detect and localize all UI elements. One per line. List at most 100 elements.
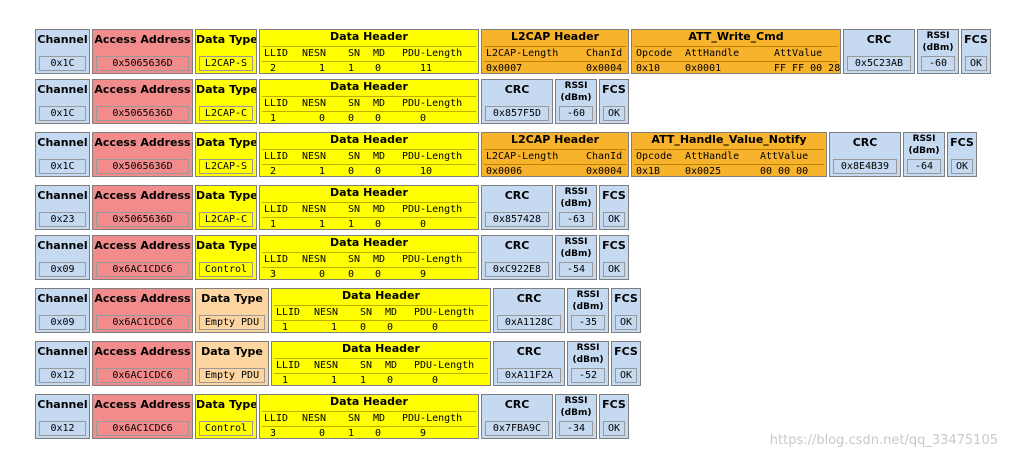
data-header-cell-field-values: 1 1 1 0 0 xyxy=(274,373,488,386)
data-header-cell-title: Data Header xyxy=(330,236,408,249)
l2cap-field-labels: L2CAP-Length ChanId xyxy=(484,46,626,60)
data-type-cell: Data Type Empty PDU xyxy=(195,341,269,386)
data-header-cell-value-pdu: 10 xyxy=(420,166,433,177)
data-type-cell: Data Type L2CAP-C xyxy=(195,185,257,230)
rssi-cell-value: -34 xyxy=(559,421,593,436)
data-type-cell: Data Type Control xyxy=(195,394,257,439)
data-type-cell-value: Control xyxy=(199,421,253,436)
data-header-cell-label-llid: LLID xyxy=(264,98,289,109)
access-address-cell: Access Address 0x5065636D xyxy=(92,185,193,230)
data-type-cell-label: Data Type xyxy=(196,83,257,96)
data-header-cell-label-sn: SN xyxy=(360,307,373,318)
crc-cell: CRC 0x857F5D xyxy=(481,79,553,124)
data-header-cell-label-nesn: NESN xyxy=(314,360,339,371)
fcs-cell-value: OK xyxy=(603,106,625,121)
fcs-cell-value: OK xyxy=(615,368,637,383)
crc-cell-value: 0x5C23AB xyxy=(847,56,911,71)
att-cell: ATT_Handle_Value_Notify Opcode AttHandle At… xyxy=(631,132,827,177)
rssi-cell-label-line2: (dBm) xyxy=(560,199,592,209)
data-header-cell: Data Header LLID NESN SN MD PDU-Length 1 1 1 0 0 xyxy=(271,341,491,386)
data-header-cell-value-llid: 1 xyxy=(282,322,289,333)
channel-cell: Channel 0x1C xyxy=(35,29,90,74)
data-type-cell-value: L2CAP-C xyxy=(199,212,253,227)
att-value-1: 0x0025 xyxy=(685,166,722,177)
access-address-cell-label: Access Address xyxy=(94,292,191,305)
data-header-cell-field-labels: LLID NESN SN MD PDU-Length xyxy=(262,149,476,163)
data-header-cell: Data Header LLID NESN SN MD PDU-Length 1 0 0 0 0 xyxy=(259,79,479,124)
data-type-cell-label: Data Type xyxy=(196,239,257,252)
data-header-cell-field-labels: LLID NESN SN MD PDU-Length xyxy=(262,411,476,425)
packet-row: Channel 0x09 Access Address 0x6AC1CDC6 Data … xyxy=(0,288,1010,335)
crc-cell: CRC 0x8E4B39 xyxy=(829,132,901,177)
l2cap-label-1: ChanId xyxy=(586,151,623,162)
data-header-cell-value-llid: 1 xyxy=(270,219,277,230)
fcs-cell: FCS OK xyxy=(961,29,991,74)
fcs-cell-value: OK xyxy=(603,212,625,227)
access-address-cell-label: Access Address xyxy=(94,189,191,202)
data-header-cell-field-values: 1 0 0 0 0 xyxy=(262,111,476,124)
att-value-2: FF FF 00 28 xyxy=(774,63,841,74)
access-address-cell-value: 0x6AC1CDC6 xyxy=(96,315,189,330)
fcs-cell-value: OK xyxy=(603,421,625,436)
data-header-cell-label-pdu: PDU-Length xyxy=(402,413,463,424)
crc-cell-value: 0xA11F2A xyxy=(497,368,561,383)
data-header-cell-label-md: MD xyxy=(373,48,386,59)
access-address-cell-label: Access Address xyxy=(94,33,191,46)
packet-row: Channel 0x12 Access Address 0x6AC1CDC6 Data … xyxy=(0,341,1010,388)
data-header-cell-value-pdu: 9 xyxy=(420,269,427,280)
data-header-cell-value-pdu: 0 xyxy=(420,219,427,230)
data-header-cell-value-llid: 3 xyxy=(270,428,277,439)
fcs-cell: FCS OK xyxy=(611,341,641,386)
data-type-cell: Data Type Empty PDU xyxy=(195,288,269,333)
data-header-cell: Data Header LLID NESN SN MD PDU-Length 2 1 1 0 11 xyxy=(259,29,479,74)
data-header-cell-field-values: 1 1 0 0 0 xyxy=(274,320,488,333)
data-header-cell-value-sn: 0 xyxy=(348,113,355,124)
rssi-cell-label: RSSI (dBm) xyxy=(918,31,958,53)
crc-cell-value: 0x857428 xyxy=(485,212,549,227)
l2cap-header-title: L2CAP Header xyxy=(511,133,599,146)
channel-cell-label: Channel xyxy=(37,398,88,411)
data-type-cell-value: Empty PDU xyxy=(199,315,265,330)
rssi-cell-label-line2: (dBm) xyxy=(922,43,954,53)
fcs-cell-label: FCS xyxy=(602,398,626,411)
access-address-cell: Access Address 0x6AC1CDC6 xyxy=(92,341,193,386)
data-type-cell-label: Data Type xyxy=(196,33,257,46)
fcs-cell: FCS OK xyxy=(599,235,629,280)
att-field-labels: Opcode AttHandle AttValue xyxy=(634,149,824,163)
rssi-cell-value: -52 xyxy=(571,368,605,383)
data-header-cell-label-pdu: PDU-Length xyxy=(402,204,463,215)
access-address-cell: Access Address 0x5065636D xyxy=(92,79,193,124)
data-type-cell-label: Data Type xyxy=(201,292,263,305)
rssi-cell-value: -60 xyxy=(921,56,955,71)
data-type-cell: Data Type L2CAP-S xyxy=(195,132,257,177)
l2cap-field-values: 0x0006 0x0004 xyxy=(484,164,626,177)
data-header-cell-field-values: 3 0 1 0 9 xyxy=(262,426,476,439)
data-header-cell-field-values: 2 1 1 0 11 xyxy=(262,61,476,73)
data-header-cell-label-llid: LLID xyxy=(264,413,289,424)
channel-cell-value: 0x12 xyxy=(39,421,86,436)
access-address-cell-label: Access Address xyxy=(94,136,191,149)
data-header-cell-value-pdu: 0 xyxy=(432,375,439,386)
channel-cell-label: Channel xyxy=(37,33,88,46)
data-header-cell-value-sn: 0 xyxy=(348,269,355,280)
data-header-cell-label-llid: LLID xyxy=(276,360,301,371)
att-field-labels: Opcode AttHandle AttValue xyxy=(634,46,838,60)
data-header-cell-value-nesn: 0 xyxy=(319,269,326,280)
att-label-0: Opcode xyxy=(636,48,673,59)
access-address-cell-value: 0x5065636D xyxy=(96,212,189,227)
rssi-cell-label-line1: RSSI xyxy=(564,237,588,247)
access-address-cell: Access Address 0x5065636D xyxy=(92,132,193,177)
fcs-cell-label: FCS xyxy=(950,136,974,149)
packet-row: Channel 0x23 Access Address 0x5065636D Data … xyxy=(0,185,1010,232)
rssi-cell: RSSI (dBm) -60 xyxy=(917,29,959,74)
rssi-cell: RSSI (dBm) -34 xyxy=(555,394,597,439)
access-address-cell-label: Access Address xyxy=(94,239,191,252)
data-header-cell-value-llid: 1 xyxy=(282,375,289,386)
l2cap-value-0: 0x0007 xyxy=(486,63,523,74)
channel-cell-label: Channel xyxy=(37,292,88,305)
l2cap-header-cell: L2CAP Header L2CAP-Length ChanId 0x0007 0x00… xyxy=(481,29,629,74)
l2cap-value-0: 0x0006 xyxy=(486,166,523,177)
crc-cell-label: CRC xyxy=(504,189,530,202)
l2cap-field-labels: L2CAP-Length ChanId xyxy=(484,149,626,163)
data-header-cell-label-md: MD xyxy=(385,307,398,318)
